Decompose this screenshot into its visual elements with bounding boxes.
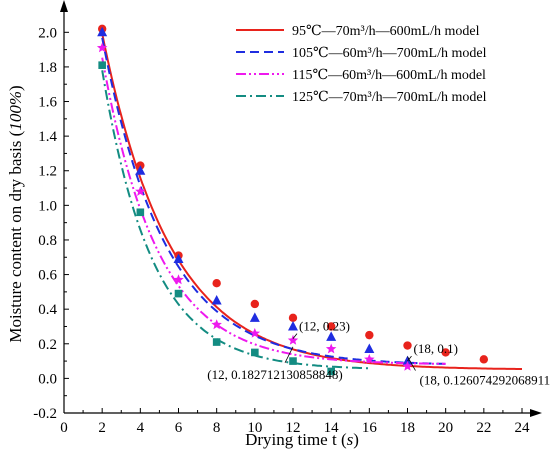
x-tick-label: 6: [175, 420, 183, 436]
data-point-star: [287, 334, 299, 345]
x-tick-label: 10: [247, 420, 262, 436]
x-axis-arrow: [530, 409, 542, 417]
x-tick-label: 0: [60, 420, 68, 436]
data-point-square: [174, 289, 183, 298]
x-axis-title-unit: s: [347, 430, 354, 449]
data-point-circle: [441, 348, 450, 357]
data-point-triangle: [249, 312, 260, 322]
x-tick-label: 4: [137, 420, 145, 436]
y-tick-label: 0.2: [38, 337, 57, 353]
x-tick-label: 2: [98, 420, 106, 436]
y-axis-arrow: [60, 0, 68, 12]
annotation-label: (18, 0.1): [414, 341, 458, 356]
y-tick-label: 1.8: [38, 60, 57, 76]
x-tick-label: 12: [286, 420, 301, 436]
data-point-triangle: [288, 320, 298, 331]
data-point-triangle: [326, 331, 337, 341]
data-point-star: [211, 319, 222, 330]
data-point-circle: [288, 313, 298, 323]
y-tick-label: 2.0: [38, 25, 57, 41]
legend-label: 125℃—70m³/h—700mL/h model: [292, 90, 487, 105]
x-axis-title: Drying time t (s): [245, 430, 359, 449]
y-tick-label: 0.6: [38, 268, 57, 284]
model-curves: [101, 33, 522, 370]
data-point-square: [251, 348, 259, 357]
data-point-circle: [365, 330, 374, 340]
data-point-star: [325, 343, 337, 354]
legend-label: 105℃—60m³/h—700mL/h model: [292, 46, 487, 61]
annotations: (12, 0.23) (18, 0.1) (12, 0.18271213085884…: [207, 319, 550, 388]
x-tick-label: 20: [438, 420, 453, 436]
data-point-square: [327, 367, 335, 376]
data-point-circle: [212, 279, 221, 288]
y-tick-label: 0.0: [38, 371, 57, 387]
y-tick-label: 0.8: [38, 233, 57, 249]
data-point-star: [249, 327, 261, 338]
x-tick-label: 8: [213, 420, 221, 436]
x-tick-label: 14: [324, 420, 340, 436]
y-axis-title-text: Moisture content on dry basis (: [6, 130, 25, 342]
y-axis-title: Moisture content on dry basis (100%): [6, 85, 25, 342]
data-point-square: [98, 61, 106, 69]
annotation-label: (18, 0.126074292068911): [420, 373, 550, 388]
x-axis-title-text: Drying time t (: [245, 430, 347, 449]
annotation-leader: [284, 346, 294, 363]
y-tick-label: 1.6: [38, 95, 57, 111]
data-point-triangle: [135, 165, 146, 175]
data-point-triangle: [211, 295, 222, 305]
data-point-star: [173, 274, 184, 285]
y-axis-title-unit: 100%: [6, 91, 25, 131]
data-point-circle: [250, 299, 260, 309]
x-tick-label: 16: [362, 420, 378, 436]
data-point-star: [96, 42, 108, 53]
data-point-circle: [326, 322, 336, 331]
data-point-circle: [479, 355, 489, 364]
x-tick-label: 18: [400, 420, 415, 436]
x-tick-label: 22: [476, 420, 491, 436]
annotation-label: (12, 0.182712130858848): [207, 367, 342, 382]
data-point-square: [136, 208, 145, 217]
legend-label: 115℃—60m³/h—600mL/h model: [292, 68, 486, 83]
legend-label: 95℃—70m³/h—600mL/h model: [292, 24, 480, 39]
data-point-star: [402, 360, 413, 371]
data-point-star: [135, 186, 146, 196]
axes: 0 2 4 6 8 10 12 14 16 18 20 22 24-0.20.00.20.40.60.8…: [33, 0, 542, 436]
model-curve: [101, 37, 446, 365]
legend: 95℃—70m³/h—600mL/h model 105℃—60m³/h—700m…: [236, 24, 487, 105]
y-tick-label: -0.2: [33, 406, 57, 422]
data-point-triangle: [364, 343, 375, 353]
y-tick-label: 1.2: [38, 164, 57, 180]
annotation-leader: [407, 356, 416, 371]
y-tick-label: 1.4: [38, 129, 57, 145]
data-point-triangle: [97, 26, 108, 37]
y-axis-title-close: ): [6, 85, 25, 91]
y-tick-label: 1.0: [38, 198, 57, 214]
data-points: [96, 24, 489, 376]
model-curve: [101, 70, 370, 370]
data-point-triangle: [402, 355, 413, 366]
annotation-leader: [292, 333, 298, 339]
data-point-triangle: [173, 253, 184, 263]
x-tick-label: 24: [515, 420, 531, 436]
data-point-star: [364, 353, 375, 364]
y-tick-label: 0.4: [38, 302, 57, 318]
data-point-square: [289, 357, 297, 365]
data-point-circle: [403, 341, 412, 350]
data-point-square: [212, 338, 221, 346]
x-axis-title-close: ): [353, 430, 359, 449]
annotation-label: (12, 0.23): [299, 319, 350, 334]
annotation-leader: [407, 355, 412, 362]
